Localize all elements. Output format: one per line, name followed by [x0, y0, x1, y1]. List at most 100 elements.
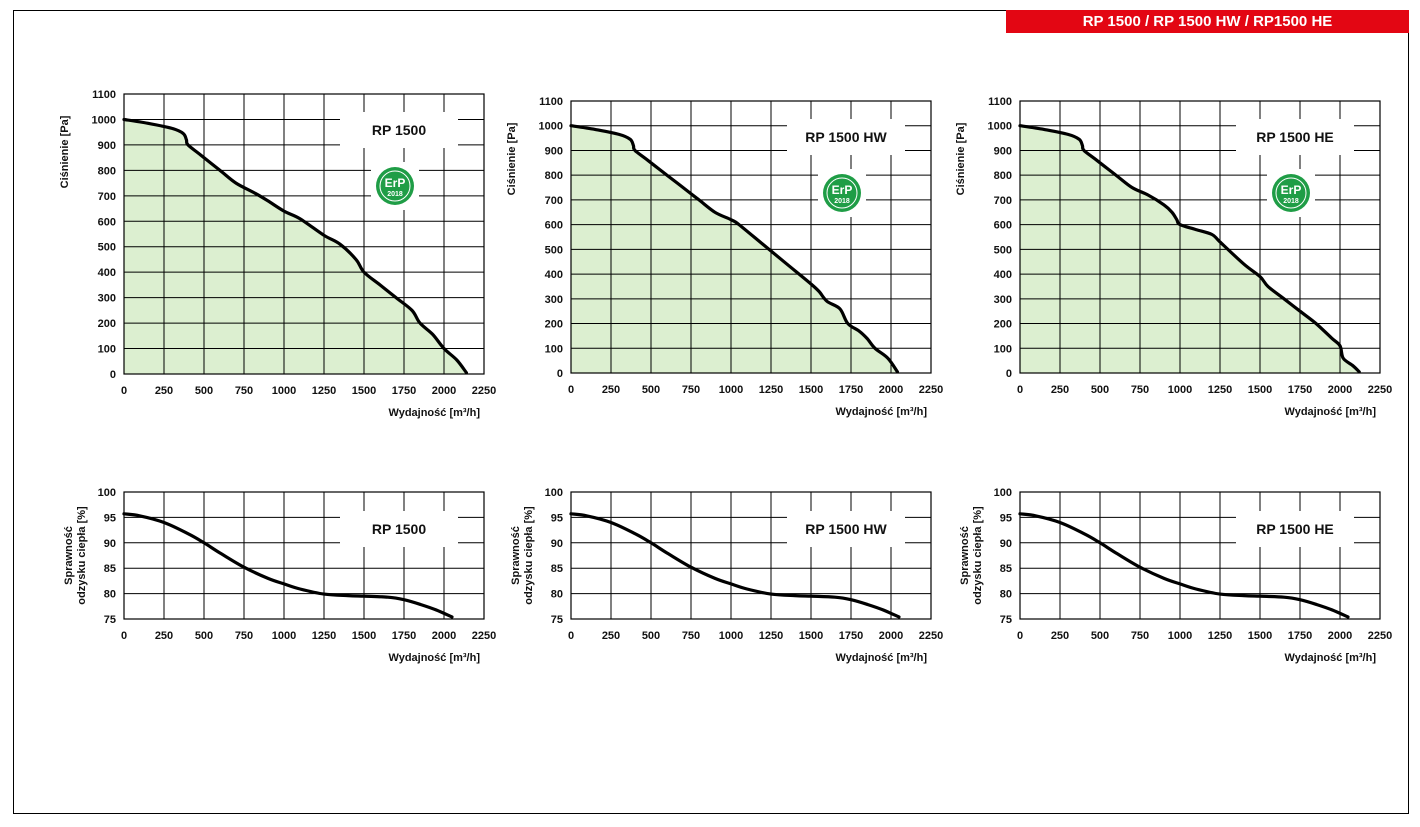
plot-border: [123, 93, 485, 375]
model-label: RP 1500: [372, 521, 426, 537]
y-axis-label-line: Sprawność: [959, 526, 971, 585]
y-tick-label: 300: [994, 294, 1012, 306]
erp-badge-text: ErP: [1281, 183, 1302, 197]
x-tick-label: 0: [1017, 384, 1023, 396]
x-tick-label: 2250: [472, 630, 496, 642]
y-tick-label: 800: [98, 165, 116, 177]
x-tick-label: 1000: [719, 630, 743, 642]
y-tick-label: 90: [551, 538, 563, 550]
y-tick-label: 1000: [539, 121, 563, 133]
x-tick-label: 1750: [839, 630, 863, 642]
y-tick-label: 900: [994, 145, 1012, 157]
x-tick-label: 250: [155, 385, 173, 397]
x-tick-label: 750: [235, 385, 253, 397]
y-axis-label-line: odzysku ciepła [%]: [76, 506, 88, 605]
y-axis-label-line: Sprawność: [510, 526, 522, 585]
erp-badge-circle: [823, 174, 861, 212]
y-tick-label: 1100: [539, 96, 563, 108]
model-label: RP 1500 HE: [1256, 521, 1334, 537]
y-tick-label: 900: [545, 145, 563, 157]
x-tick-label: 250: [602, 384, 620, 396]
x-tick-label: 750: [235, 630, 253, 642]
y-tick-label: 0: [1006, 368, 1012, 380]
y-tick-label: 100: [545, 343, 563, 355]
erp-badge-year: 2018: [387, 191, 403, 198]
x-tick-label: 2000: [879, 384, 903, 396]
performance-curve: [569, 512, 901, 619]
performance-curve: [1018, 512, 1350, 619]
y-tick-label: 600: [994, 220, 1012, 232]
x-tick-label: 1000: [719, 384, 743, 396]
chart-4: RP 1500 0 250 500 750 1000 1250 1500 1750 2000 225…: [63, 487, 496, 664]
x-axis-label: Wydajność [m³/h]: [389, 652, 481, 664]
y-tick-label: 90: [1000, 538, 1012, 550]
x-tick-label: 0: [568, 630, 574, 642]
x-tick-label: 1000: [1168, 630, 1192, 642]
x-tick-label: 2000: [432, 385, 456, 397]
x-tick-label: 250: [602, 630, 620, 642]
x-tick-label: 750: [1131, 630, 1149, 642]
y-tick-label: 0: [110, 369, 116, 381]
x-tick-label: 0: [121, 385, 127, 397]
y-tick-label: 400: [545, 269, 563, 281]
x-tick-label: 750: [1131, 384, 1149, 396]
page-frame: [13, 10, 1409, 814]
x-tick-label: 1750: [1288, 384, 1312, 396]
x-tick-label: 2000: [879, 630, 903, 642]
y-tick-label: 1100: [92, 89, 116, 101]
performance-curve: [122, 117, 468, 375]
x-tick-label: 500: [1091, 630, 1109, 642]
chart-6: RP 1500 HE 0 250 500 750 1000 1250 1500 1750 2000…: [959, 487, 1392, 664]
erp-badge-ring: [826, 177, 858, 209]
x-tick-label: 250: [1051, 630, 1069, 642]
erp-badge-text: ErP: [385, 176, 406, 190]
x-tick-label: 1250: [312, 630, 336, 642]
erp-badge-year: 2018: [834, 198, 850, 205]
x-tick-label: 1500: [352, 385, 376, 397]
x-tick-label: 1750: [392, 385, 416, 397]
y-axis-label: Ciśnienie [Pa]: [955, 122, 967, 195]
x-tick-label: 1500: [1248, 630, 1272, 642]
plot-border: [1019, 491, 1381, 620]
model-label-box: [1236, 511, 1354, 547]
x-tick-label: 1000: [272, 630, 296, 642]
x-tick-label: 1500: [1248, 384, 1272, 396]
x-tick-label: 0: [568, 384, 574, 396]
x-tick-label: 2000: [432, 630, 456, 642]
y-tick-label: 75: [551, 614, 563, 626]
y-tick-label: 800: [545, 170, 563, 182]
x-axis-label: Wydajność [m³/h]: [836, 652, 928, 664]
model-label: RP 1500 HW: [805, 521, 887, 537]
x-tick-label: 1750: [839, 384, 863, 396]
y-tick-label: 0: [557, 368, 563, 380]
y-tick-label: 80: [1000, 589, 1012, 601]
x-tick-label: 500: [1091, 384, 1109, 396]
x-axis-label: Wydajność [m³/h]: [389, 407, 481, 419]
model-label-box: [340, 511, 458, 547]
x-tick-label: 2250: [919, 384, 943, 396]
y-tick-label: 1000: [988, 121, 1012, 133]
y-tick-label: 500: [545, 244, 563, 256]
x-tick-label: 2250: [1368, 630, 1392, 642]
performance-curve: [122, 512, 454, 619]
y-tick-label: 300: [98, 293, 116, 305]
x-tick-label: 1750: [1288, 630, 1312, 642]
y-axis-label: Ciśnienie [Pa]: [59, 115, 71, 188]
y-axis-label: Sprawnośćodzysku ciepła [%]: [959, 506, 984, 605]
y-tick-label: 200: [994, 319, 1012, 331]
y-tick-label: 75: [1000, 614, 1012, 626]
y-tick-label: 700: [994, 195, 1012, 207]
y-axis-label-line: Sprawność: [63, 526, 75, 585]
y-tick-label: 95: [1000, 512, 1012, 524]
y-tick-label: 80: [104, 589, 116, 601]
erp-badge-ring: [379, 170, 411, 202]
y-tick-label: 700: [98, 191, 116, 203]
x-tick-label: 1250: [1208, 384, 1232, 396]
x-tick-label: 1750: [392, 630, 416, 642]
x-axis-label: Wydajność [m³/h]: [836, 406, 928, 418]
x-tick-label: 1500: [352, 630, 376, 642]
erp-badge-circle: [1272, 174, 1310, 212]
